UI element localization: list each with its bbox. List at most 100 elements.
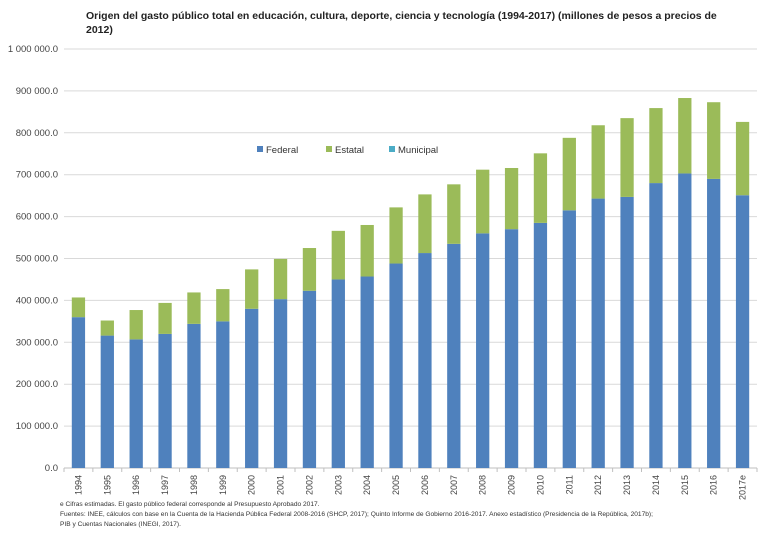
x-tick-label: 2009 [507,475,517,495]
bar-estatal-2017e [735,121,750,196]
y-tick-label: 500 000.0 [16,254,58,265]
y-tick-label: 800 000.0 [16,128,58,139]
stacked-bar-chart: 0.0 100 000.0 200 000.0 300 000.0 400 000.0 5… [8,44,758,500]
bar-federal-2009 [504,229,519,468]
y-tick-label: 0.0 [45,463,58,474]
legend-swatch-estatal [326,146,332,152]
x-tick-label: 2015 [680,475,690,495]
bar-estatal-2015 [678,98,692,174]
x-tick-label: 2006 [420,475,430,495]
bar-estatal-1998 [187,292,201,324]
x-axis-ticks: 1994 1995 1996 1997 1998 1999 2000 2001 2002 2003… [63,468,758,500]
x-tick-label: 2014 [651,475,661,495]
bar-estatal-2016 [707,102,721,179]
y-tick-label: 300 000.0 [16,337,58,348]
bar-federal-1998 [187,323,201,468]
bar-estatal-2007 [447,184,461,244]
footnote-sources: Fuentes: INEE, cálculos con base en la C… [60,511,653,518]
bar-estatal-2014 [649,108,663,184]
bar-federal-2015 [678,173,692,468]
x-tick-label: 2008 [478,475,488,495]
bar-federal-2008 [476,233,490,468]
x-tick-label: 2005 [391,475,401,495]
gridlines [64,48,757,469]
bar-federal-2013 [620,196,634,469]
x-tick-label: 2017e [738,475,748,500]
x-tick-label: 2000 [247,475,257,495]
bar-estatal-2001 [273,258,288,300]
bar-federal-1999 [216,321,230,468]
bar-estatal-1997 [158,302,172,334]
bar-estatal-1996 [129,310,143,340]
bar-estatal-2006 [418,194,432,254]
x-tick-label: 2001 [276,475,286,495]
chart-title: Origen del gasto público total en educac… [86,10,717,36]
bar-federal-2005 [389,263,403,468]
y-tick-label: 200 000.0 [16,379,58,390]
bar-federal-2016 [707,178,721,468]
y-tick-label: 1 000 000.0 [8,44,58,55]
bar-federal-2017e [735,195,750,468]
x-tick-label: 2013 [622,475,632,495]
x-tick-label: 2004 [362,475,372,495]
bar-federal-2000 [245,308,259,468]
legend-label-estatal: Estatal [335,145,364,156]
x-tick-label: 1997 [160,475,170,495]
x-tick-label: 2010 [535,475,545,495]
footnotes: e Cifras estimadas. El gasto público fed… [60,500,760,530]
bar-estatal-2011 [562,137,576,211]
bar-estatal-2003 [331,230,345,280]
bar-federal-2002 [302,290,317,468]
bar-federal-2007 [447,243,461,468]
bar-federal-2006 [418,253,432,468]
bar-estatal-2002 [302,248,317,291]
y-axis-ticks: 0.0 100 000.0 200 000.0 300 000.0 400 000.0 5… [8,44,58,474]
bar-estatal-2005 [389,207,403,264]
bar-estatal-2013 [620,118,634,197]
footnote-sources-cont: PIB y Cuentas Nacionales (INEGI, 2017). [60,521,181,528]
x-tick-label: 1998 [189,475,199,495]
y-tick-label: 100 000.0 [16,421,58,432]
bar-federal-2010 [533,222,548,468]
bar-estatal-1995 [100,320,114,336]
bar-federal-1997 [158,333,172,468]
x-tick-label: 2016 [709,475,719,495]
x-tick-label: 2002 [304,475,314,495]
bar-estatal-1999 [216,289,230,322]
legend-label-municipal: Municipal [398,145,438,156]
bar-federal-1996 [129,339,143,468]
x-tick-label: 1995 [102,475,112,495]
x-tick-label: 1994 [73,475,83,495]
footnote-estimates: e Cifras estimadas. El gasto público fed… [60,501,320,508]
x-tick-label: 2012 [593,475,603,495]
bar-federal-2014 [649,183,663,468]
x-tick-label: 1996 [131,475,141,495]
bars [71,98,750,469]
y-tick-label: 400 000.0 [16,295,58,306]
bar-estatal-2000 [245,269,259,309]
legend-swatch-municipal [389,146,395,152]
bar-estatal-1994 [71,297,86,318]
bar-federal-1995 [100,335,114,468]
x-tick-label: 2003 [333,475,343,495]
legend-label-federal: Federal [266,145,298,156]
bar-federal-2011 [562,210,576,468]
x-tick-label: 1999 [218,475,228,495]
bar-federal-2003 [331,279,345,468]
bar-federal-2012 [591,198,605,468]
x-tick-label: 2011 [564,475,574,494]
legend: Federal Estatal Municipal [257,145,438,156]
bar-federal-1994 [71,317,86,468]
x-tick-label: 2007 [449,475,459,495]
legend-swatch-federal [257,146,263,152]
bar-estatal-2010 [533,153,548,223]
bar-federal-2001 [273,299,288,468]
bar-federal-2004 [360,276,374,468]
y-tick-label: 700 000.0 [16,170,58,181]
y-tick-label: 600 000.0 [16,212,58,223]
bar-estatal-2004 [360,224,374,277]
bar-estatal-2009 [504,167,519,230]
bar-estatal-2012 [591,125,605,199]
bar-estatal-2008 [476,169,490,234]
y-tick-label: 900 000.0 [16,86,58,97]
